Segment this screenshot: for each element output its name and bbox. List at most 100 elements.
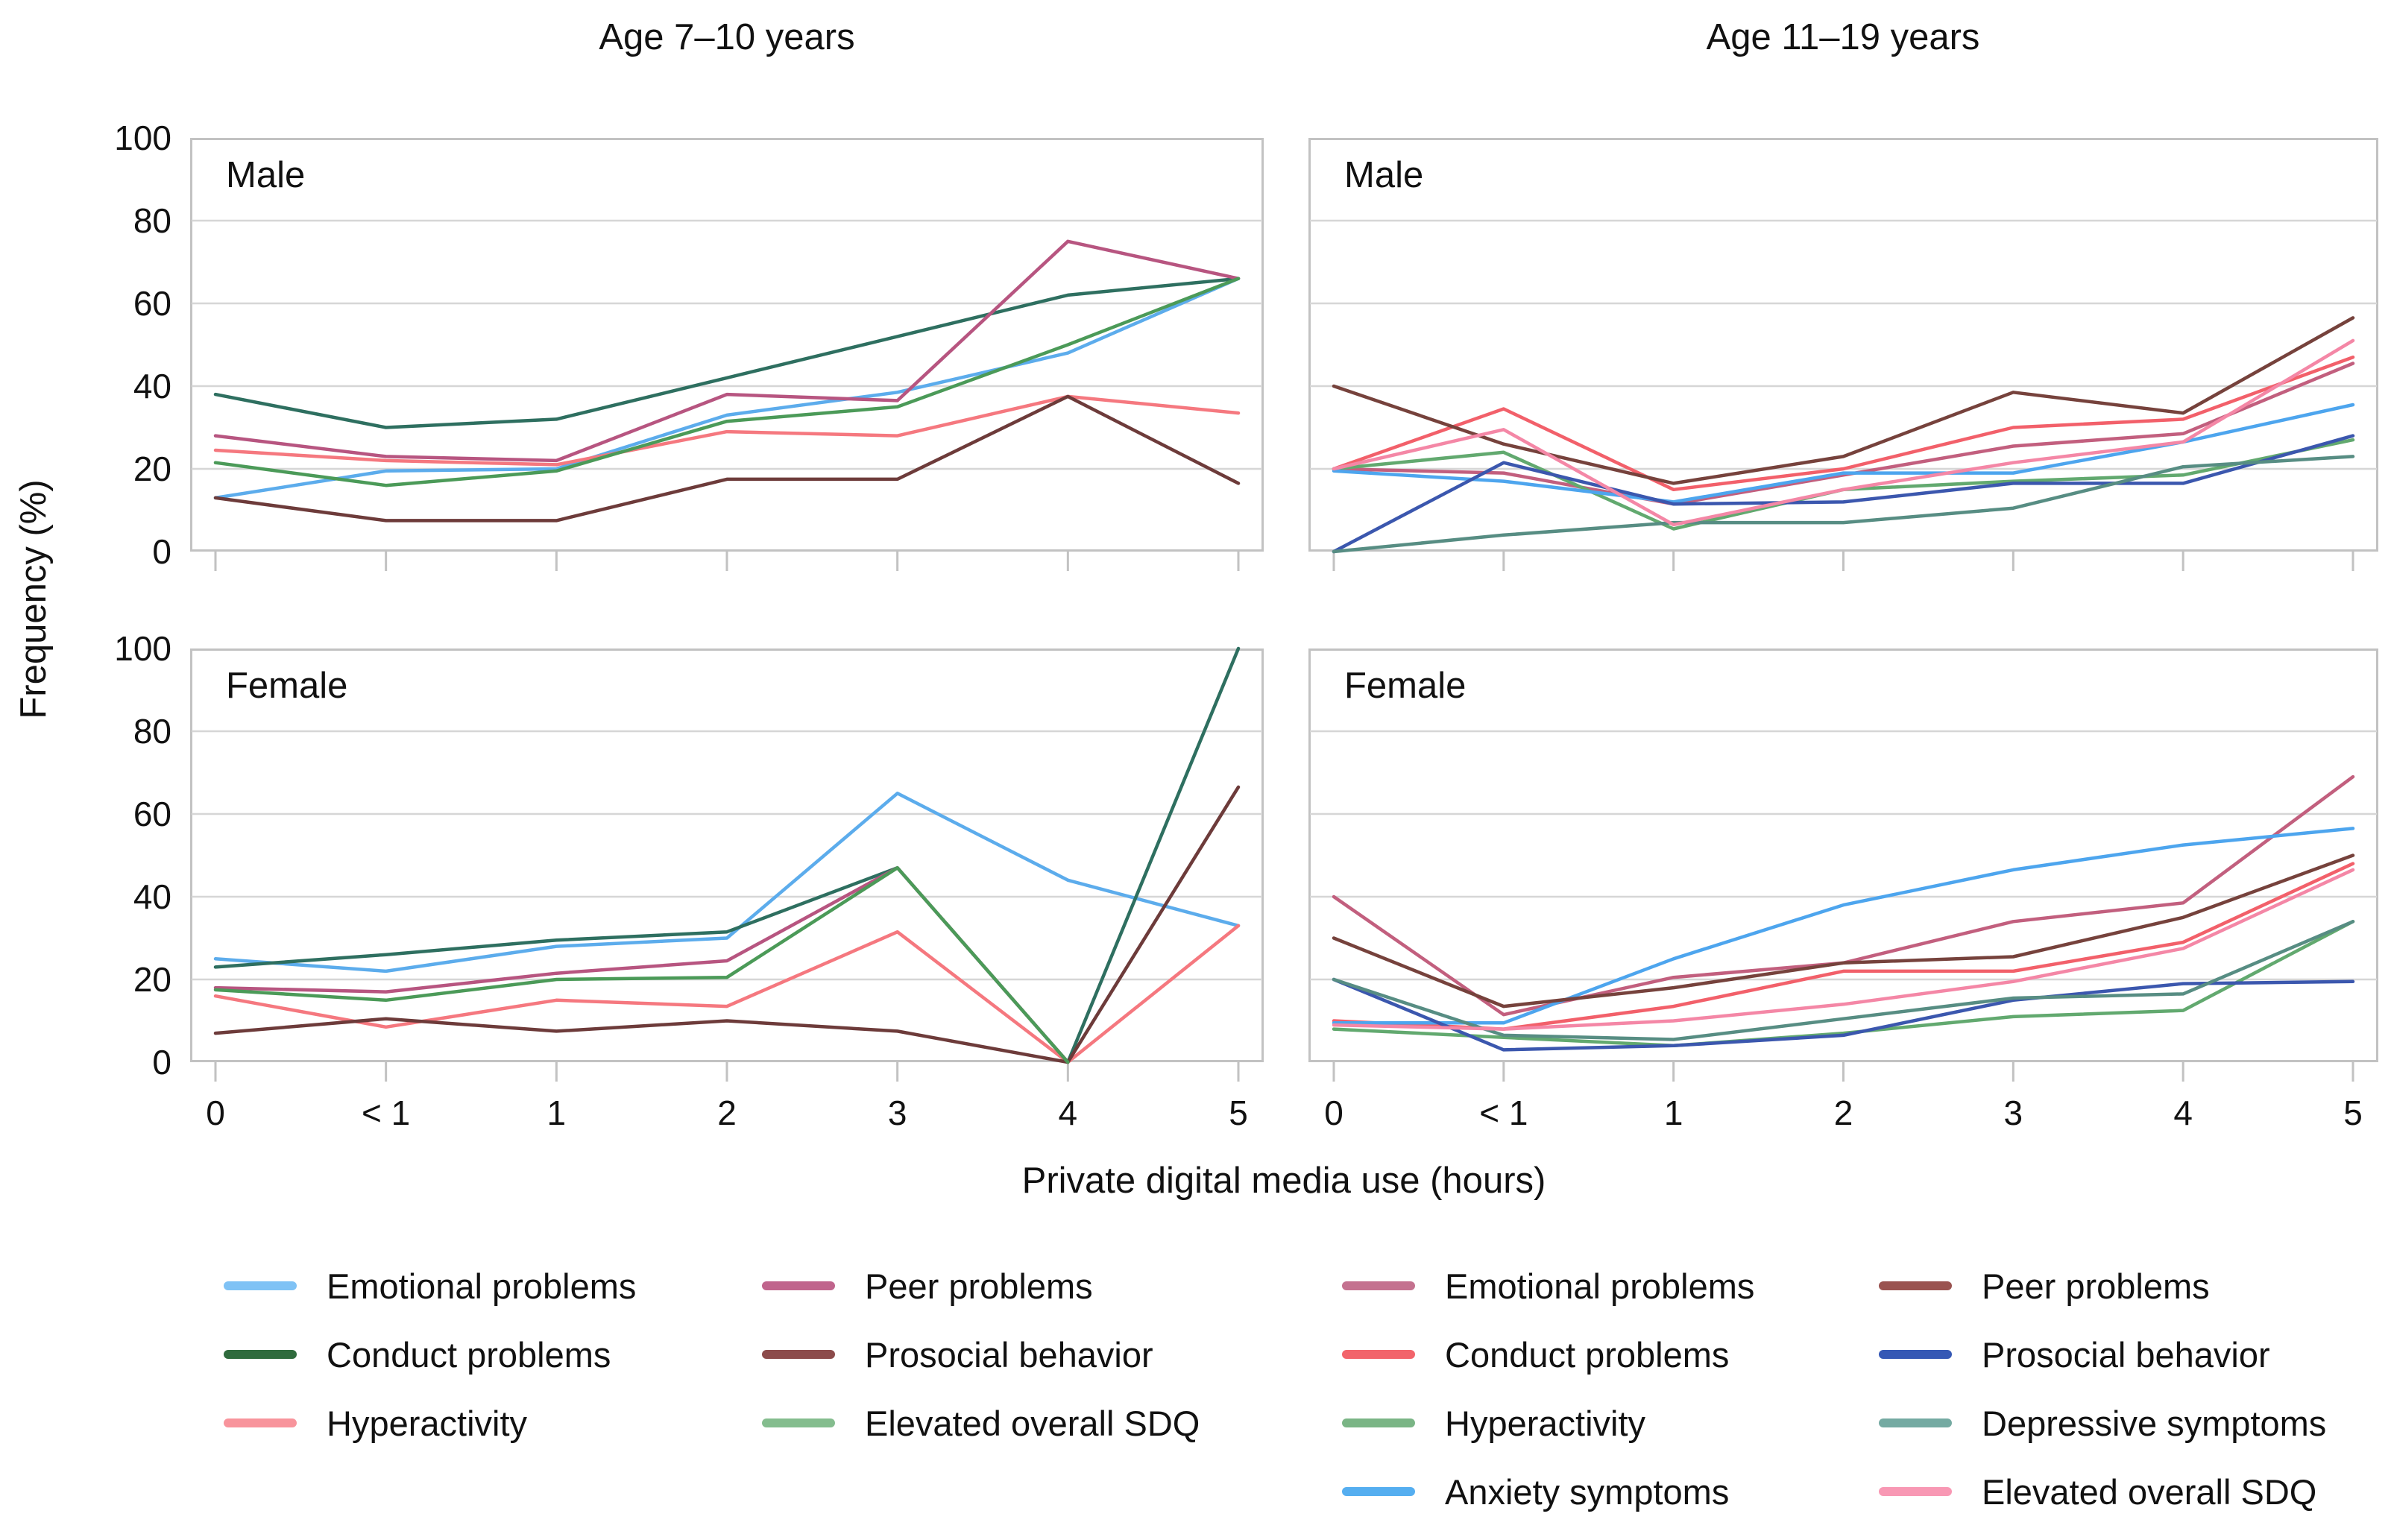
legend-item-elevated-overall-sdq: Elevated overall SDQ: [762, 1389, 1200, 1457]
legend-label: Conduct problems: [1445, 1334, 1730, 1375]
x-tick-label-2: 2: [717, 1094, 737, 1132]
panel-age7-10-male: Male: [190, 138, 1264, 571]
y-tick-label-40: 40: [133, 367, 171, 405]
y-tick-label-80: 80: [133, 712, 171, 751]
legend-item-emotional-problems: Emotional problems: [1342, 1252, 1754, 1320]
legend-right-column-2: Peer problems Prosocial behavior Depressiv…: [1879, 1252, 2326, 1526]
legend-label: Peer problems: [865, 1266, 1093, 1306]
legend-item-conduct-problems: Conduct problems: [224, 1320, 636, 1389]
y-tick-label-20: 20: [133, 449, 171, 488]
y-tick-label-40: 40: [133, 877, 171, 916]
line-elevated-overall-sdq: [213, 277, 1241, 487]
line-elevated-overall-sdq: [1332, 338, 2355, 527]
panel-age11-19-male: Male: [1308, 138, 2378, 571]
legend-label: Prosocial behavior: [1982, 1334, 2270, 1375]
y-axis-label: Frequency (%): [13, 479, 54, 719]
x-tick-label-2: 2: [1833, 1094, 1853, 1132]
panel-age11-19-female: Female: [1308, 648, 2378, 1082]
legend-left-column-2: Peer problems Prosocial behavior Elevated …: [762, 1252, 1200, 1457]
line-emotional-problems: [1332, 362, 2355, 506]
y-tick-label-100: 100: [114, 629, 171, 668]
line-anxiety-symptoms: [1332, 827, 2355, 1025]
legend-item-prosocial-behavior: Prosocial behavior: [1879, 1320, 2326, 1389]
legend-item-hyperactivity: Hyperactivity: [224, 1389, 636, 1457]
line-conduct-problems: [213, 277, 1241, 429]
line-depressive-symptoms: [1332, 920, 2355, 1041]
plot-area: [190, 646, 1264, 1082]
legend-swatch-icon: [762, 1418, 835, 1427]
legend-item-peer-problems: Peer problems: [762, 1252, 1200, 1320]
y-tick-label-60: 60: [133, 284, 171, 323]
line-conduct-problems: [1332, 355, 2355, 492]
legend-swatch-icon: [1879, 1418, 1952, 1427]
panel-label: Female: [226, 666, 348, 706]
legend-item-conduct-problems: Conduct problems: [1342, 1320, 1754, 1389]
legend-label: Hyperactivity: [1445, 1403, 1646, 1443]
line-peer-problems: [1332, 853, 2355, 1009]
x-tick-label-1: 1: [546, 1094, 567, 1132]
line-hyperactivity: [1332, 920, 2355, 1048]
x-tick-label-5: 5: [1229, 1094, 1248, 1132]
panel-label: Male: [1344, 155, 1424, 195]
legend-label: Elevated overall SDQ: [1982, 1471, 2317, 1512]
legend-swatch-icon: [224, 1281, 297, 1290]
x-tick-label-1: 1: [1663, 1094, 1683, 1132]
line-emotional-problems: [213, 277, 1241, 500]
legend-label: Peer problems: [1982, 1266, 2210, 1306]
x-tick-label-4: 4: [1058, 1094, 1078, 1132]
legend-item-elevated-overall-sdq: Elevated overall SDQ: [1879, 1457, 2326, 1526]
legend-item-prosocial-behavior: Prosocial behavior: [762, 1320, 1200, 1389]
line-elevated-overall-sdq: [1332, 868, 2355, 1031]
line-prosocial-behavior: [213, 394, 1241, 523]
x-tick-label-0: 0: [206, 1094, 225, 1132]
line-depressive-symptoms: [1332, 455, 2355, 554]
line-emotional-problems: [213, 792, 1241, 973]
plot-area: [190, 138, 1264, 571]
x-tick-label-0: 0: [1324, 1094, 1343, 1132]
line-elevated-overall-sdq: [213, 865, 1070, 1064]
legend-swatch-icon: [224, 1350, 297, 1359]
legend-item-peer-problems: Peer problems: [1879, 1252, 2326, 1320]
x-tick-label-<1: < 1: [362, 1094, 411, 1132]
x-axis-label: Private digital media use (hours): [1021, 1161, 1546, 1201]
x-tick-label-<1: < 1: [1479, 1094, 1528, 1132]
legend-label: Prosocial behavior: [865, 1334, 1153, 1375]
panel-age7-10-female: Female: [190, 646, 1264, 1082]
y-tick-label-80: 80: [133, 201, 171, 240]
column-title-age-11-19: Age 11–19 years: [1706, 17, 1980, 57]
legend-item-emotional-problems: Emotional problems: [224, 1252, 636, 1320]
legend-label: Emotional problems: [327, 1266, 637, 1306]
legend-swatch-icon: [1879, 1281, 1952, 1290]
legend-swatch-icon: [1342, 1418, 1415, 1427]
y-tick-label-100: 100: [114, 119, 171, 157]
legend-item-hyperactivity: Hyperactivity: [1342, 1389, 1754, 1457]
legend-swatch-icon: [1879, 1350, 1952, 1359]
legend-left-column-1: Emotional problems Conduct problems Hypera…: [224, 1252, 636, 1457]
x-tick-label-3: 3: [887, 1094, 907, 1132]
legend-label: Hyperactivity: [327, 1403, 528, 1443]
y-tick-label-20: 20: [133, 960, 171, 999]
legend-swatch-icon: [1342, 1487, 1415, 1496]
panel-label: Male: [226, 155, 306, 195]
legend-swatch-icon: [1342, 1350, 1415, 1359]
legend-label: Elevated overall SDQ: [865, 1403, 1200, 1443]
panel-border: [1308, 648, 2378, 1062]
legend-label: Anxiety symptoms: [1445, 1471, 1730, 1512]
panel-border: [190, 138, 1264, 552]
x-tick-label-4: 4: [2173, 1094, 2193, 1132]
plot-area: [1308, 138, 2378, 571]
line-prosocial-behavior: [1332, 434, 2355, 554]
legend-swatch-icon: [762, 1350, 835, 1359]
legend-swatch-icon: [762, 1281, 835, 1290]
plot-area: [1308, 648, 2378, 1082]
legend-label: Emotional problems: [1445, 1266, 1755, 1306]
x-tick-label-3: 3: [2003, 1094, 2023, 1132]
legend-swatch-icon: [1342, 1281, 1415, 1290]
line-prosocial-behavior: [1332, 977, 2355, 1052]
panel-label: Female: [1344, 666, 1467, 706]
legend-swatch-icon: [224, 1418, 297, 1427]
legend-label: Conduct problems: [327, 1334, 611, 1375]
y-tick-label-60: 60: [133, 795, 171, 833]
line-peer-problems: [1332, 316, 2355, 485]
